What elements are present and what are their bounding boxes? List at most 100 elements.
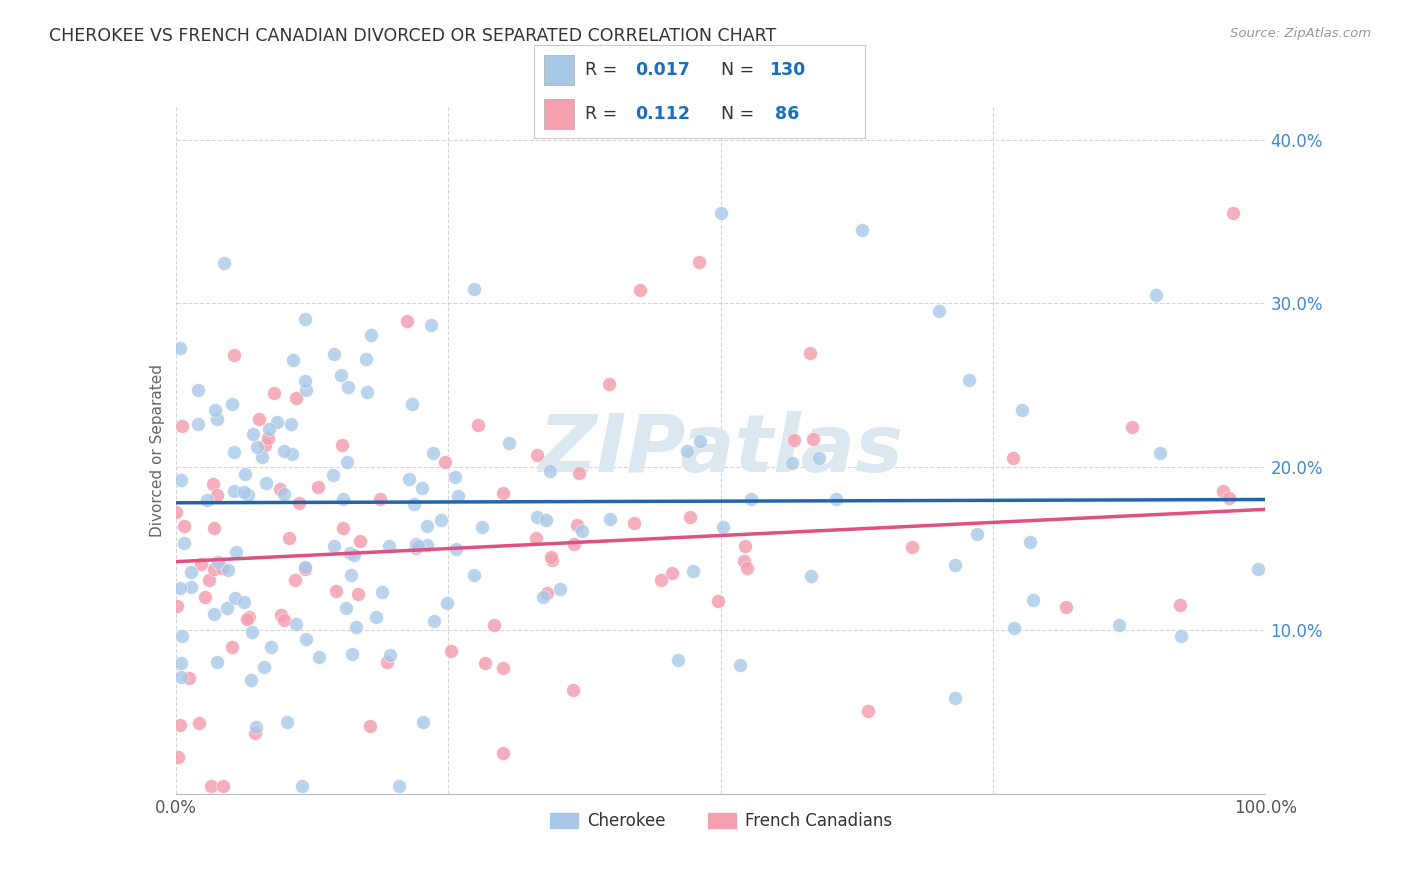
Point xyxy=(330,438,353,452)
Point xyxy=(170,419,193,434)
Point xyxy=(207,555,229,569)
Point xyxy=(295,632,318,646)
Point xyxy=(281,352,304,367)
Point xyxy=(257,422,280,436)
Point xyxy=(1108,618,1130,632)
Point xyxy=(434,455,457,469)
Point xyxy=(1001,450,1024,465)
Point xyxy=(406,540,429,554)
Point xyxy=(170,670,193,684)
Point xyxy=(200,779,222,793)
Point xyxy=(224,591,246,606)
Point xyxy=(194,590,217,604)
Point xyxy=(330,368,353,382)
Point xyxy=(202,607,225,621)
Point xyxy=(238,610,260,624)
Point xyxy=(266,415,288,429)
Point xyxy=(491,661,513,675)
Point xyxy=(682,565,704,579)
Point xyxy=(707,594,730,608)
Point xyxy=(291,779,314,793)
Point xyxy=(966,527,988,541)
Point xyxy=(1222,206,1244,220)
Point xyxy=(217,563,239,577)
Point xyxy=(666,653,689,667)
Point xyxy=(1022,593,1045,607)
Point xyxy=(221,640,243,655)
Text: N =: N = xyxy=(721,105,754,123)
Point xyxy=(332,491,354,506)
Point xyxy=(225,545,247,559)
Point xyxy=(325,584,347,599)
Point xyxy=(332,521,354,535)
Point xyxy=(548,582,571,596)
Point xyxy=(492,486,515,500)
Point xyxy=(1170,629,1192,643)
Point xyxy=(474,656,496,670)
Point xyxy=(423,614,446,628)
Point xyxy=(447,489,470,503)
Point xyxy=(567,466,589,480)
Point xyxy=(212,779,235,793)
Point xyxy=(733,554,755,568)
Point xyxy=(212,256,235,270)
Point xyxy=(561,682,583,697)
Point xyxy=(711,519,734,533)
Point xyxy=(661,566,683,580)
Point xyxy=(346,587,368,601)
Point xyxy=(401,397,423,411)
Point xyxy=(1121,420,1143,434)
Point xyxy=(172,629,194,643)
Point xyxy=(187,417,209,431)
Point xyxy=(335,600,357,615)
Point xyxy=(180,565,202,579)
Point xyxy=(204,402,226,417)
Point xyxy=(233,485,256,500)
Text: Source: ZipAtlas.com: Source: ZipAtlas.com xyxy=(1230,27,1371,40)
Point xyxy=(323,347,346,361)
Point xyxy=(688,255,710,269)
Point xyxy=(1168,599,1191,613)
Point xyxy=(204,520,226,534)
Point xyxy=(416,538,439,552)
Point xyxy=(165,505,187,519)
Text: 130: 130 xyxy=(769,61,806,78)
Point xyxy=(284,391,307,405)
Point xyxy=(444,469,467,483)
Point xyxy=(388,779,411,793)
Point xyxy=(236,612,259,626)
Text: R =: R = xyxy=(585,105,617,123)
Point xyxy=(284,573,307,587)
Point xyxy=(239,673,262,688)
Point xyxy=(526,510,548,524)
Point xyxy=(900,540,922,554)
Point xyxy=(294,374,316,388)
Point xyxy=(467,418,489,433)
Text: 86: 86 xyxy=(769,105,799,123)
Point xyxy=(360,327,382,342)
Point xyxy=(943,690,966,705)
Point xyxy=(623,516,645,531)
Point xyxy=(205,655,228,669)
Point xyxy=(562,537,585,551)
Point xyxy=(371,584,394,599)
Point xyxy=(222,444,245,458)
Point xyxy=(676,444,699,458)
Point xyxy=(1247,562,1270,576)
Point xyxy=(628,283,651,297)
Point xyxy=(170,656,193,670)
FancyBboxPatch shape xyxy=(544,99,574,129)
Point xyxy=(170,473,193,487)
Point xyxy=(463,282,485,296)
Point xyxy=(1212,484,1234,499)
Point xyxy=(1004,621,1026,635)
Point xyxy=(263,386,285,401)
Point xyxy=(252,450,274,464)
Point xyxy=(202,562,225,576)
Point xyxy=(440,643,463,657)
Point xyxy=(1019,534,1042,549)
Point xyxy=(280,417,302,431)
Text: R =: R = xyxy=(585,61,617,78)
Point xyxy=(294,312,316,326)
Point xyxy=(260,640,283,655)
